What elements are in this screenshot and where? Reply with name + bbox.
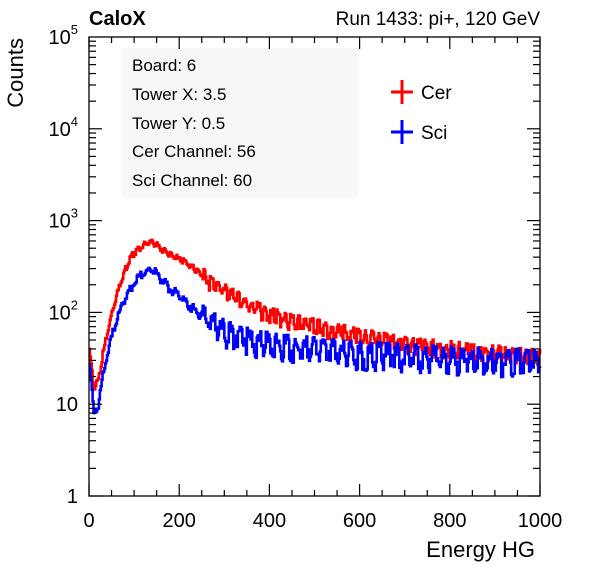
y-tick-exponent: 3 [71,206,78,221]
x-tick-label: 400 [253,510,286,532]
y-tick-label: 10 [56,394,78,416]
x-tick-label: 1000 [518,510,563,532]
series-line-sci [88,266,542,415]
header-left: CaloX [89,8,146,30]
legend-sci: Sci [391,120,447,144]
info-line-cer-channel: Cer Channel: 56 [132,142,256,161]
y-tick-label: 102 [49,297,78,324]
x-axis-title: Energy HG [426,537,535,562]
y-tick-exponent: 4 [71,114,78,129]
y-tick-label: 1 [67,486,78,508]
x-tick-label: 0 [83,510,94,532]
legend-sci-label: Sci [421,123,447,144]
x-tick-label: 800 [433,510,466,532]
info-line-board: Board: 6 [132,56,196,75]
y-tick-exponent: 5 [71,22,78,37]
legend-cer: Cer [391,80,452,104]
series-layer [88,238,542,415]
series-line-cer [88,238,542,391]
info-line-sci-channel: Sci Channel: 60 [132,171,252,190]
x-tick-label: 200 [163,510,196,532]
info-line-tower-x: Tower X: 3.5 [132,85,227,104]
info-box: Board: 6 Tower X: 3.5 Tower Y: 0.5 Cer C… [122,48,358,198]
y-axis-title: Counts [3,38,28,108]
header-right: Run 1433: pi+, 120 GeV [336,9,541,30]
y-tick-exponent: 2 [71,297,78,312]
x-tick-label: 600 [343,510,376,532]
legend: Cer Sci [391,80,452,144]
legend-cer-label: Cer [421,83,452,104]
info-line-tower-y: Tower Y: 0.5 [132,114,225,133]
